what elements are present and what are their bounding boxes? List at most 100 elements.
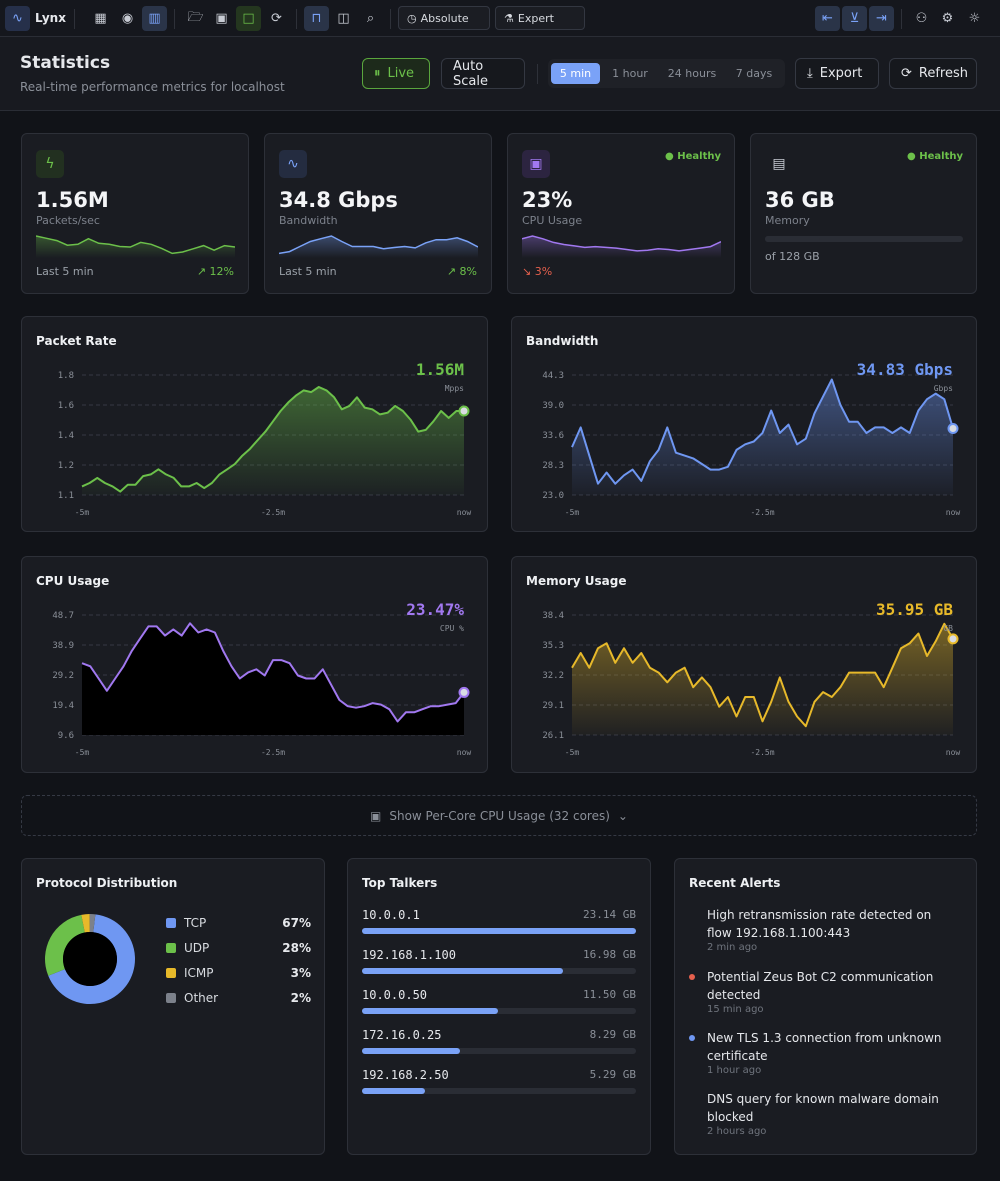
chart-svg: 44.3 39.0 33.6 28.3 23.0-5m -2.5m now 34.83 Gbp… (542, 360, 961, 517)
x-tick-label: now (457, 748, 472, 757)
statistics-chart-icon[interactable]: ▥ (142, 6, 167, 31)
save-icon[interactable]: ▣ (215, 11, 228, 26)
sparkline-line (279, 235, 478, 255)
talker-row[interactable]: 192.168.2.50 5.29 GB (362, 1068, 636, 1094)
chart-title: Packet Rate (36, 334, 117, 348)
sparkline-line (522, 235, 721, 252)
talker-bar-fill (362, 1088, 425, 1094)
talker-bar (362, 1088, 636, 1094)
y-tick-label: 1.2 (58, 461, 74, 471)
alert-item[interactable]: DNS query for known malware domain block… (707, 1090, 957, 1137)
stat-footer: Last 5 min (36, 265, 94, 278)
talker-bar-fill (362, 968, 564, 974)
alert-item[interactable]: New TLS 1.3 connection from unknown cert… (689, 1029, 957, 1076)
mode-label: Expert (517, 11, 554, 25)
page-title: Statistics (20, 53, 111, 73)
range-1hour[interactable]: 1 hour (612, 67, 648, 80)
talker-ip: 172.16.0.25 (362, 1028, 442, 1042)
talker-row[interactable]: 172.16.0.25 8.29 GB (362, 1028, 636, 1054)
talker-bar-fill (362, 928, 636, 934)
legend-swatch (166, 943, 176, 953)
chart-cpu-usage: CPU Usage 48.7 38.9 29.2 19.4 9.6 -5m -2.5m now… (21, 556, 488, 773)
chart-svg: 48.7 38.9 29.2 19.4 9.6-5m -2.5m now 23.47% CPU … (52, 600, 472, 757)
series-area (572, 379, 953, 495)
series-area (572, 623, 953, 735)
y-tick-label: 23.0 (542, 491, 564, 501)
legend-percent: 2% (290, 991, 311, 1005)
theme-sun-icon[interactable]: ☼ (968, 11, 981, 26)
capture-square-icon[interactable]: □ (236, 6, 261, 31)
bookmark-icon[interactable]: ⊓ (304, 6, 329, 31)
health-status: ● Healthy (665, 151, 721, 162)
bottom-panel-icon[interactable]: ⊻ (842, 6, 867, 31)
current-value-marker (947, 423, 959, 435)
lightning-icon: ϟ (36, 150, 64, 178)
x-tick-label: -2.5m (750, 748, 774, 757)
alert-item[interactable]: Potential Zeus Bot C2 communication dete… (689, 968, 957, 1015)
y-tick-label: 35.3 (542, 641, 564, 651)
left-panel-icon[interactable]: ⇤ (815, 6, 840, 31)
sparkline-area (279, 236, 478, 258)
export-label: Export (819, 66, 863, 81)
cpu-chip-icon: ▣ (370, 808, 382, 823)
alert-severity-dot (689, 974, 695, 980)
trend-value: 8% (459, 265, 477, 278)
refresh-button[interactable]: ⟳ Refresh (889, 58, 977, 89)
sparkline (36, 235, 235, 258)
search-icon[interactable]: ⌕ (366, 11, 375, 26)
legend-item: ICMP 3% (166, 966, 311, 980)
x-tick-label: now (946, 508, 961, 517)
gear-icon[interactable]: ⚙ (941, 11, 954, 26)
app-logo-icon: ∿ (5, 6, 30, 31)
folder-open-icon[interactable]: 🗁 (187, 9, 204, 25)
right-panel-icon[interactable]: ⇥ (869, 6, 894, 31)
talker-row[interactable]: 10.0.0.1 23.14 GB (362, 908, 636, 934)
alert-severity-dot (689, 1035, 695, 1041)
time-range-selector: 5 min 1 hour 24 hours 7 days (548, 59, 785, 88)
legend-item: UDP 28% (166, 941, 311, 955)
users-icon[interactable]: ⚇ (915, 11, 928, 26)
app-name: Lynx (35, 11, 66, 25)
eye-icon[interactable]: ◉ (121, 11, 134, 26)
talker-bar (362, 1048, 636, 1054)
layout-grid-icon[interactable]: ▦ (94, 11, 107, 26)
range-24hours[interactable]: 24 hours (667, 67, 717, 80)
activity-icon: ∿ (279, 150, 307, 178)
protocol-distribution-panel: Protocol Distribution TCP 67% UDP 28% ICMP 3%… (21, 858, 325, 1155)
legend-label: TCP (184, 916, 207, 930)
range-7days[interactable]: 7 days (735, 67, 773, 80)
alert-time: 15 min ago (707, 1004, 764, 1015)
current-value: 1.56M (416, 360, 464, 379)
stat-value: 1.56M (36, 188, 109, 212)
y-tick-label: 1.4 (58, 431, 74, 441)
alert-item[interactable]: High retransmission rate detected on flo… (707, 906, 957, 953)
y-tick-label: 29.1 (542, 701, 564, 711)
talker-bar-fill (362, 1048, 461, 1054)
talker-row[interactable]: 10.0.0.50 11.50 GB (362, 988, 636, 1014)
time-format-button[interactable]: ◷ Absolute (398, 6, 490, 30)
export-button[interactable]: ⤓ Export (795, 58, 879, 89)
range-5min[interactable]: 5 min (551, 63, 600, 84)
x-tick-label: -5m (565, 508, 580, 517)
legend-item: Other 2% (166, 991, 311, 1005)
refresh-icon[interactable]: ⟳ (271, 11, 282, 26)
stat-value: 23% (522, 188, 573, 212)
x-tick-label: now (946, 748, 961, 757)
panel-title: Top Talkers (362, 876, 438, 890)
talker-ip: 192.168.1.100 (362, 948, 456, 962)
mode-select[interactable]: ⚗ Expert (495, 6, 585, 30)
current-value: 34.83 Gbps (857, 360, 953, 379)
trend-value: 12% (209, 265, 234, 278)
chart-svg: 1.8 1.6 1.4 1.2 1.1-5m -2.5m now 1.56M Mpps (58, 360, 472, 517)
per-core-cpu-toggle[interactable]: ▣ Show Per-Core CPU Usage (32 cores) ⌄ (21, 795, 977, 836)
alert-text: High retransmission rate detected on flo… (707, 908, 932, 940)
talker-row[interactable]: 192.168.1.100 16.98 GB (362, 948, 636, 974)
panel-title: Recent Alerts (689, 876, 781, 890)
y-tick-label: 29.2 (52, 671, 74, 681)
live-toggle-button[interactable]: ⏸ Live (362, 58, 430, 89)
talker-bar (362, 968, 636, 974)
donut-slice-other (89, 914, 96, 933)
series-line (81, 386, 464, 493)
auto-scale-button[interactable]: Auto Scale (441, 58, 525, 89)
split-view-icon[interactable]: ◫ (337, 11, 350, 26)
